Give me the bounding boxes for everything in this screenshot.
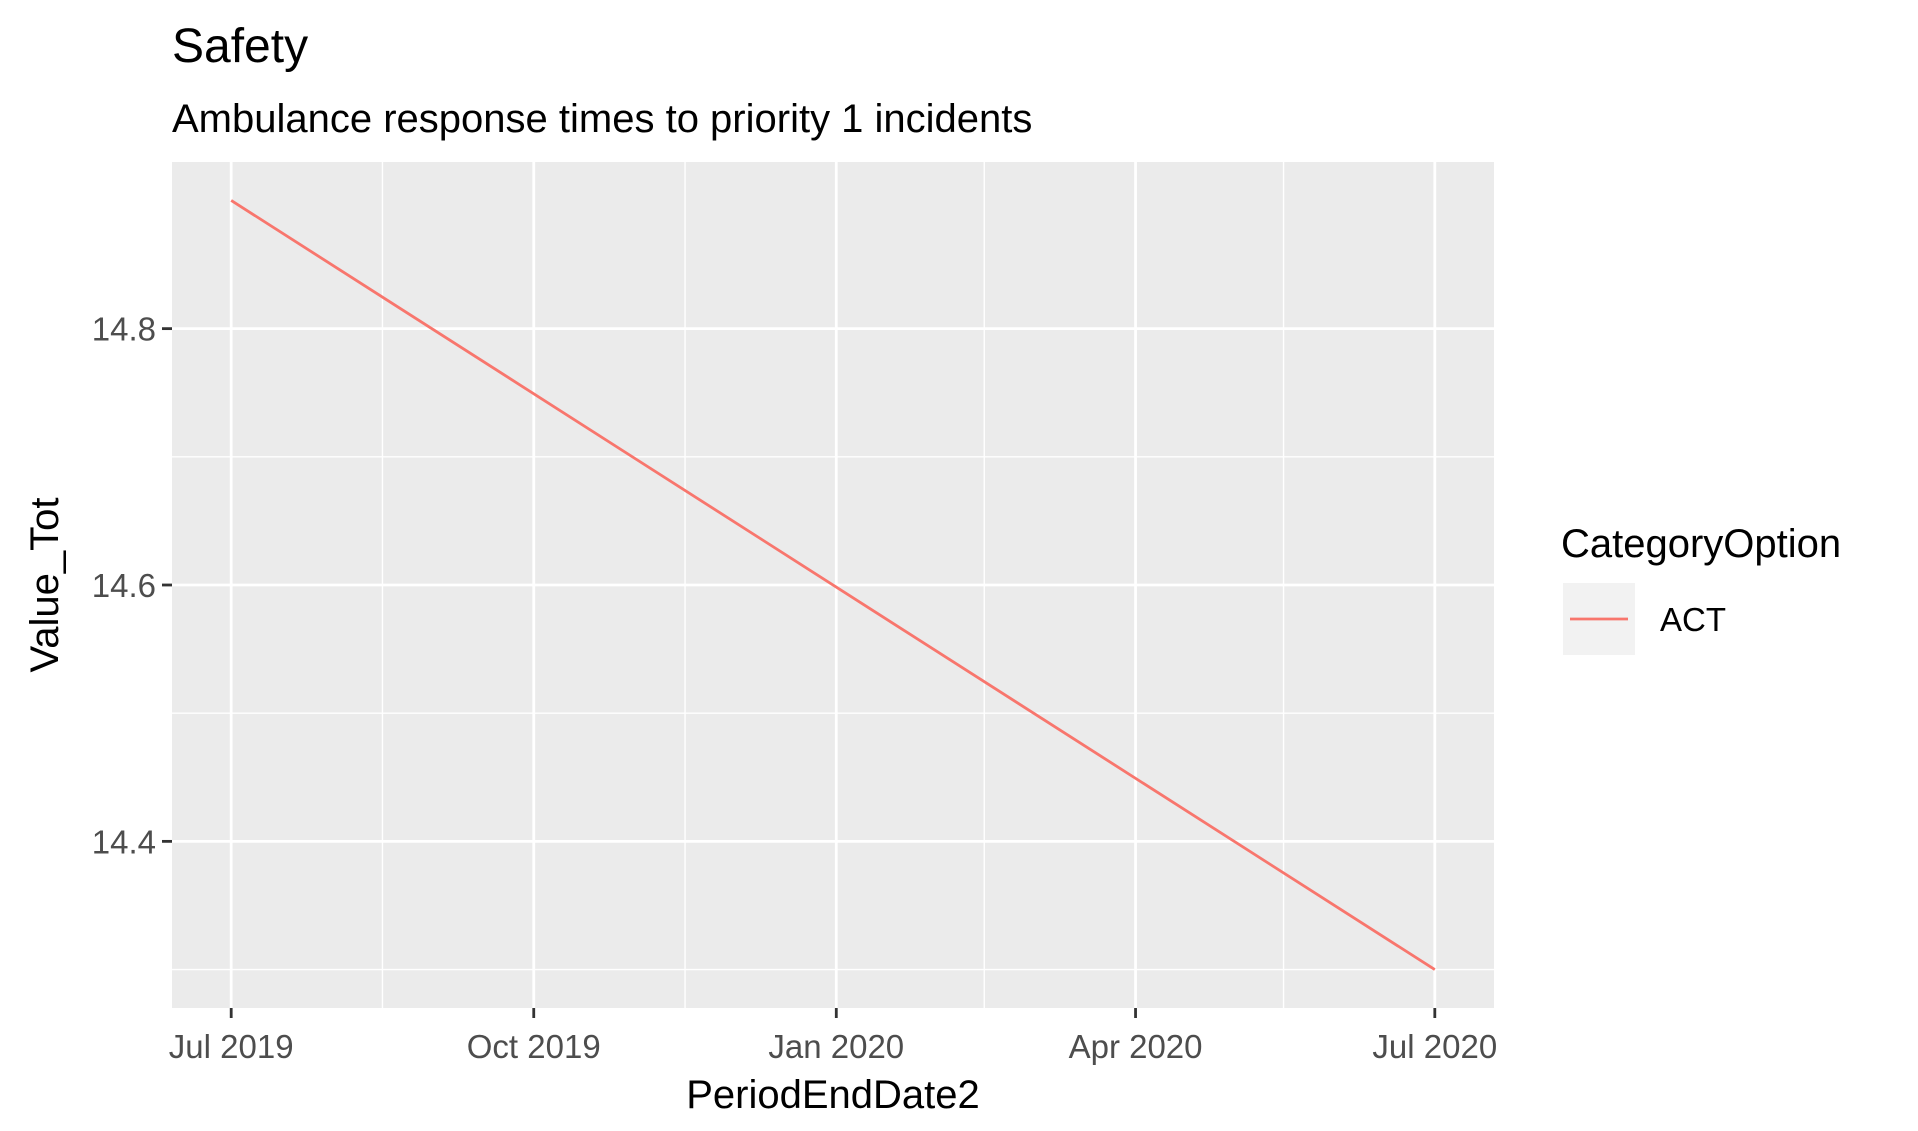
legend-items: ACT <box>1563 583 1726 655</box>
x-tick-label: Jul 2020 <box>1372 1028 1497 1065</box>
x-tick-label: Apr 2020 <box>1069 1028 1203 1065</box>
x-tick-label: Jul 2019 <box>169 1028 294 1065</box>
legend-title: CategoryOption <box>1561 522 1841 566</box>
series-layer <box>230 199 1436 971</box>
y-axis: 14.4 14.6 14.8 <box>92 311 172 860</box>
y-tick-label: 14.4 <box>92 823 156 860</box>
series-line-act <box>230 199 1436 971</box>
y-tick-label: 14.6 <box>92 567 156 604</box>
legend: CategoryOption ACT <box>1561 522 1841 655</box>
chart-subtitle: Ambulance response times to priority 1 i… <box>172 97 1032 141</box>
legend-label: ACT <box>1660 601 1726 638</box>
x-tick-label: Jan 2020 <box>768 1028 904 1065</box>
x-axis: Jul 2019 Oct 2019 Jan 2020 Apr 2020 Jul 2020 <box>169 1008 1497 1065</box>
y-axis-title: Value_Tot <box>23 498 67 673</box>
y-tick-label: 14.8 <box>92 311 156 348</box>
x-tick-label: Oct 2019 <box>467 1028 601 1065</box>
x-axis-title: PeriodEndDate2 <box>686 1073 980 1117</box>
chart-title: Safety <box>172 20 308 73</box>
